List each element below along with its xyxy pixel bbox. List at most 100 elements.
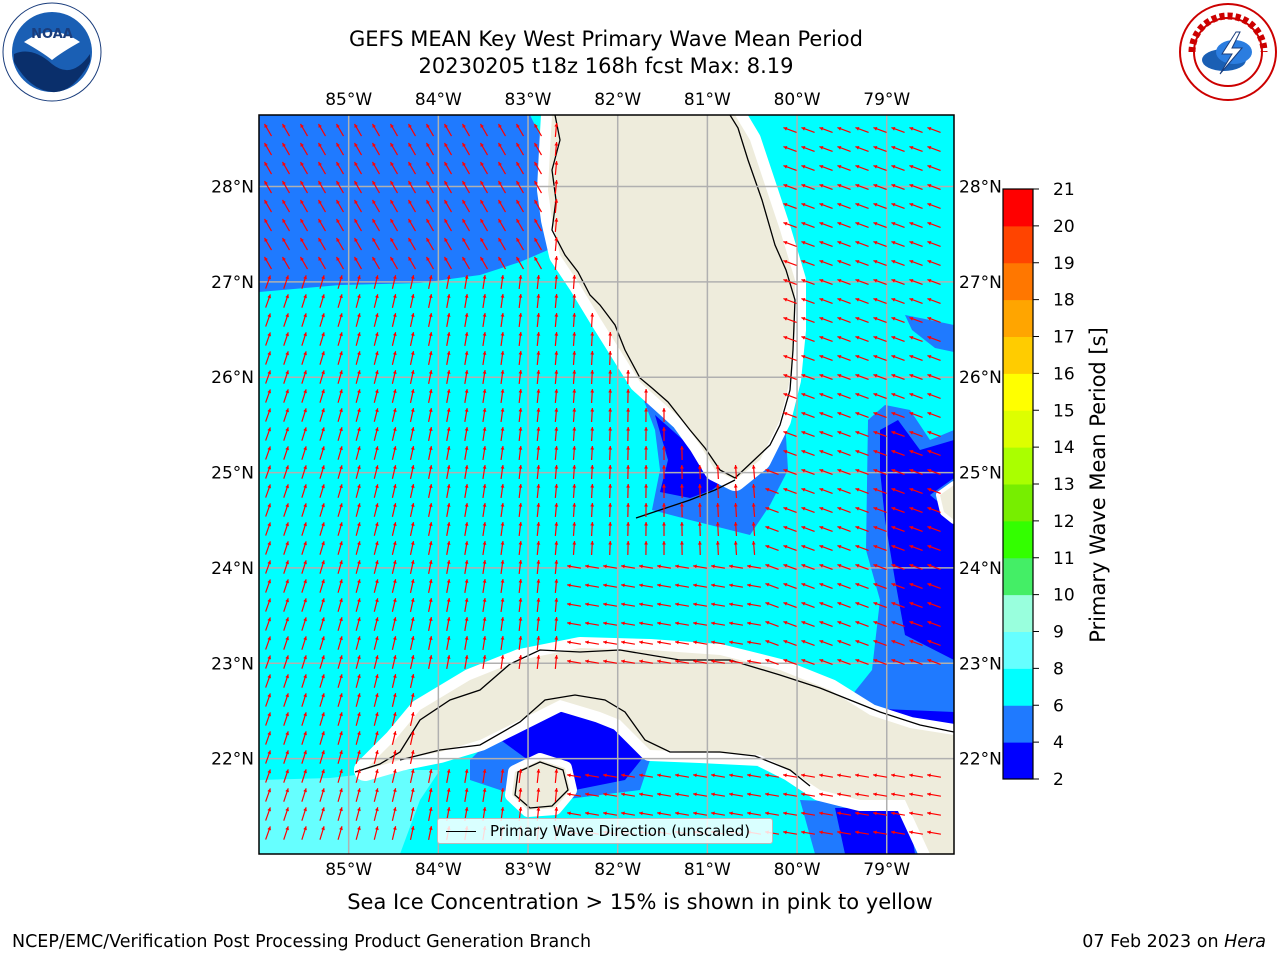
direction-arrow xyxy=(446,294,451,308)
direction-arrow xyxy=(783,431,797,437)
direction-arrow xyxy=(801,507,815,513)
direction-arrow xyxy=(482,312,487,328)
direction-arrow xyxy=(855,507,869,513)
direction-arrow xyxy=(371,161,381,175)
direction-arrow xyxy=(353,256,363,270)
direction-arrow xyxy=(335,218,345,232)
direction-arrow xyxy=(675,773,689,778)
direction-arrow xyxy=(536,350,541,366)
direction-arrow xyxy=(281,218,291,232)
direction-arrow xyxy=(567,773,581,778)
direction-arrow xyxy=(837,412,851,418)
lat-tick-label-left: 26°N xyxy=(211,368,254,388)
wave-direction-arrows xyxy=(263,122,941,841)
colorbar-tick-label: 9 xyxy=(1053,623,1064,643)
direction-arrow xyxy=(428,807,433,821)
direction-arrow xyxy=(281,199,291,213)
direction-arrow xyxy=(337,389,343,403)
direction-arrow xyxy=(567,564,581,569)
direction-arrow xyxy=(765,811,779,816)
direction-arrow xyxy=(891,431,905,437)
direction-arrow xyxy=(819,640,833,646)
direction-arrow xyxy=(855,222,869,228)
direction-arrow xyxy=(819,811,833,816)
direction-arrow xyxy=(391,503,397,517)
direction-arrow xyxy=(855,298,869,304)
direction-arrow xyxy=(554,426,559,442)
direction-arrow xyxy=(518,559,523,575)
legend-line-icon xyxy=(446,830,476,832)
direction-arrow xyxy=(283,750,289,764)
direction-arrow xyxy=(729,640,743,645)
direction-arrow xyxy=(265,579,271,593)
direction-arrow xyxy=(428,351,433,365)
direction-arrow xyxy=(873,640,887,646)
direction-arrow xyxy=(608,426,613,442)
direction-arrow xyxy=(909,222,923,228)
direction-arrow xyxy=(482,540,487,556)
direction-arrow xyxy=(319,826,325,840)
direction-arrow xyxy=(301,655,307,669)
colorbar-segment xyxy=(1003,631,1033,669)
direction-arrow xyxy=(873,621,887,627)
direction-arrow xyxy=(391,389,397,403)
direction-arrow xyxy=(335,142,345,156)
lon-tick-label-top: 82°W xyxy=(594,90,641,110)
direction-arrow xyxy=(819,564,833,570)
direction-arrow xyxy=(482,350,487,366)
direction-arrow xyxy=(729,792,743,797)
direction-arrow xyxy=(801,374,815,380)
direction-arrow xyxy=(337,503,343,517)
direction-arrow xyxy=(464,502,469,518)
direction-arrow xyxy=(355,579,361,593)
direction-arrow xyxy=(801,127,815,133)
direction-arrow xyxy=(373,408,379,422)
direction-arrow xyxy=(337,370,343,384)
direction-arrow xyxy=(482,521,487,537)
direction-arrow xyxy=(873,355,887,361)
direction-arrow xyxy=(536,369,541,385)
direction-arrow xyxy=(500,293,505,309)
direction-arrow xyxy=(765,583,779,589)
direction-arrow xyxy=(497,161,507,175)
direction-arrow xyxy=(518,616,523,632)
direction-arrow xyxy=(837,811,851,816)
direction-arrow xyxy=(409,351,415,365)
direction-arrow xyxy=(639,811,653,816)
direction-arrow xyxy=(554,578,559,594)
direction-arrow xyxy=(265,731,271,745)
direction-arrow xyxy=(391,788,397,802)
direction-arrow xyxy=(909,412,923,418)
direction-arrow xyxy=(446,598,451,612)
direction-arrow xyxy=(715,502,720,518)
direction-arrow xyxy=(265,503,271,517)
direction-arrow xyxy=(554,464,559,480)
direction-arrow xyxy=(518,445,523,461)
direction-arrow xyxy=(891,469,905,475)
direction-arrow xyxy=(855,412,869,418)
direction-arrow xyxy=(355,731,361,745)
direction-arrow xyxy=(801,621,815,627)
direction-arrow xyxy=(909,203,923,209)
direction-arrow xyxy=(855,336,869,342)
direction-arrow xyxy=(353,123,363,137)
direction-arrow xyxy=(819,222,833,228)
direction-arrow xyxy=(515,142,525,156)
direction-arrow xyxy=(697,540,702,556)
direction-arrow xyxy=(819,298,833,304)
direction-arrow xyxy=(801,412,815,418)
direction-arrow xyxy=(855,621,869,627)
direction-arrow xyxy=(909,621,923,627)
lon-tick-label-top: 81°W xyxy=(684,90,731,110)
direction-arrow xyxy=(533,180,543,194)
direction-arrow xyxy=(572,445,577,461)
direction-arrow xyxy=(319,332,325,346)
direction-arrow xyxy=(891,279,905,285)
direction-arrow xyxy=(281,142,291,156)
direction-arrow xyxy=(428,617,433,631)
direction-arrow xyxy=(855,127,869,133)
direction-arrow xyxy=(283,332,289,346)
direction-arrow xyxy=(371,218,381,232)
direction-arrow xyxy=(265,484,271,498)
direction-arrow xyxy=(567,602,581,607)
